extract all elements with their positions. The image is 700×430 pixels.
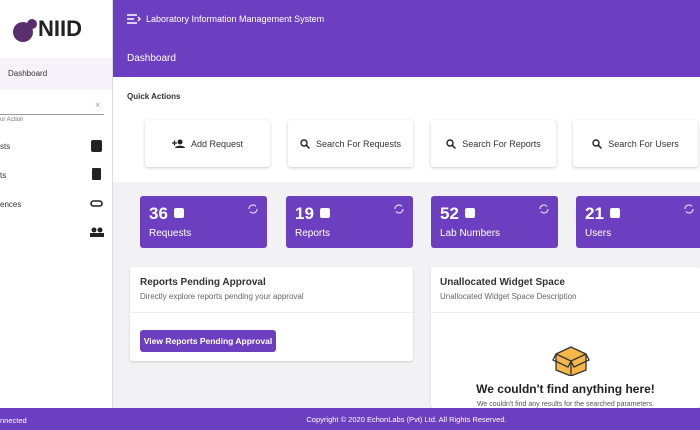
widget-title: Unallocated Widget Space [440,277,565,288]
refresh-icon[interactable] [538,202,550,220]
quick-action-button[interactable]: Add Request [145,120,270,167]
widget-card: Reports Pending Approval Directly explor… [130,267,413,361]
widget-card: Unallocated Widget Space Unallocated Wid… [431,267,700,408]
widget-title: Reports Pending Approval [140,277,266,288]
sidebar: NIID Dashboard or Action × sts ts ences [0,0,113,408]
empty-icon [552,346,590,376]
stat-card[interactable]: 21 Users [576,196,700,248]
search-input[interactable] [0,98,104,115]
stat-value: 52 [440,204,459,223]
stat-icon [609,206,622,224]
search-clear[interactable]: × [95,100,101,110]
logo-text: NIID [38,16,82,41]
stat-card[interactable]: 19 Reports [286,196,413,248]
stat-icon [464,206,477,224]
nav-icons [90,140,104,237]
button-label: Add Request [190,138,244,149]
app-title: Laboratory Information Management System [146,14,325,24]
empty-title: We couldn't find anything here! [476,382,655,396]
widget-description: Unallocated Widget Space Description [440,292,577,301]
page-title: Dashboard [127,53,176,64]
footer [0,408,700,430]
divider [431,312,700,313]
refresh-icon[interactable] [247,202,259,220]
stat-label: Reports [295,228,331,239]
copyright: Copyright © 2020 EchonLabs (Pvt) Ltd. Al… [306,415,507,424]
refresh-icon[interactable] [393,202,405,220]
nav-item[interactable]: ts [0,171,7,180]
section-title: Quick Actions [127,92,181,101]
search-icon [446,138,457,149]
widget-description: Directly explore reports pending your ap… [140,292,304,301]
logo-icon [13,19,37,42]
stat-value: 21 [585,204,604,223]
search-hint: or Action [0,117,24,123]
search-icon [592,138,603,149]
divider [130,312,413,313]
menu-toggle[interactable] [127,14,141,24]
button-label: Search For Reports [462,138,541,149]
app-header [113,0,700,77]
refresh-icon[interactable] [683,202,695,220]
nav-item[interactable]: sts [0,142,11,151]
view-button[interactable]: View Reports Pending Approval [140,330,276,352]
nav-item[interactable]: ences [0,200,22,209]
stat-value: 19 [295,204,314,223]
button-label: Search For Requests [315,138,402,149]
stat-icon [319,206,332,224]
stat-card[interactable]: 52 Lab Numbers [431,196,558,248]
stat-label: Lab Numbers [440,228,501,239]
stat-icon [173,206,186,224]
stat-label: Requests [149,228,192,239]
quick-action-button[interactable]: Search For Users [573,120,698,167]
stat-value: 36 [149,204,168,223]
stat-label: Users [585,228,612,239]
stat-card[interactable]: 36 Requests [140,196,267,248]
connection-status: nnected [0,416,27,425]
empty-text: We couldn't find any results for the sea… [476,401,655,408]
button-label: Search For Users [608,138,679,149]
active-item-bg [0,58,112,90]
search-icon [300,138,310,149]
nav-item[interactable]: Dashboard [8,69,48,78]
quick-action-button[interactable]: Search For Reports [431,120,556,167]
quick-action-button[interactable]: Search For Requests [288,120,413,167]
add-icon [171,139,185,148]
